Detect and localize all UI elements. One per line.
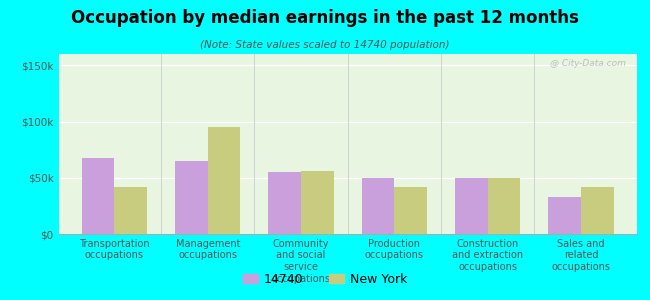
Legend: 14740, New York: 14740, New York — [238, 268, 412, 291]
Bar — [82, 158, 114, 234]
Bar — [114, 187, 147, 234]
Bar — [175, 161, 208, 234]
Bar — [268, 172, 301, 234]
Text: (Note: State values scaled to 14740 population): (Note: State values scaled to 14740 popu… — [200, 40, 450, 50]
Bar — [549, 197, 581, 234]
Bar — [581, 187, 614, 234]
Bar — [208, 127, 240, 234]
Bar — [488, 178, 521, 234]
Bar — [301, 171, 333, 234]
Bar — [395, 187, 427, 234]
Bar — [455, 178, 488, 234]
Bar — [362, 178, 395, 234]
Text: Occupation by median earnings in the past 12 months: Occupation by median earnings in the pas… — [71, 9, 579, 27]
Text: @ City-Data.com: @ City-Data.com — [549, 59, 625, 68]
